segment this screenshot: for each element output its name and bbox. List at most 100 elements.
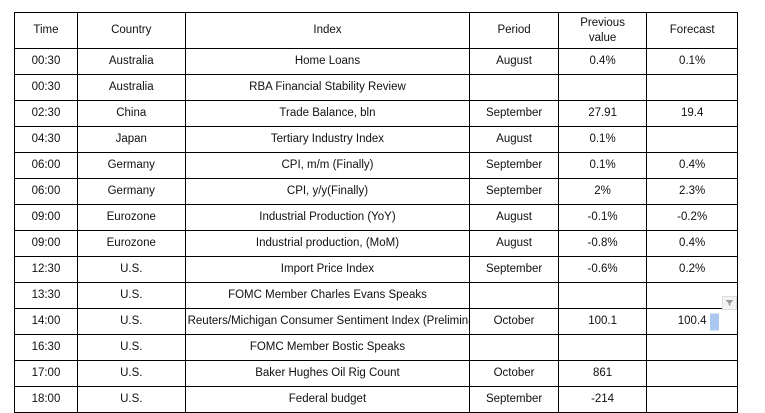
table-row[interactable]: 06:00 Germany CPI, y/y(Finally) September 2%…	[14, 178, 738, 205]
cell-forecast: 2.3%	[646, 178, 738, 205]
cell-country: U.S.	[76, 282, 186, 309]
economic-calendar: Time Country Index Period Previous value…	[14, 12, 738, 413]
column-header-previous-line2: value	[588, 31, 617, 44]
cell-index: CPI, y/y(Finally)	[184, 178, 471, 205]
cell-country: U.S.	[76, 386, 186, 413]
cell-period: August	[469, 204, 559, 231]
table-body: 00:30 Australia Home Loans August 0.4% 0.1% 00…	[14, 48, 738, 413]
cell-period: September	[469, 256, 559, 283]
cell-time: 12:30	[14, 256, 78, 283]
cell-previous-value: 2%	[557, 178, 648, 205]
table-row[interactable]: 17:00 U.S. Baker Hughes Oil Rig Count Octob…	[14, 360, 738, 387]
cell-index: Federal budget	[184, 386, 471, 413]
cell-country: U.S.	[76, 256, 186, 283]
cell-time: 09:00	[14, 204, 78, 231]
cell-country: Australia	[76, 48, 186, 75]
table-row[interactable]: 04:30 Japan Tertiary Industry Index August 0…	[14, 126, 738, 153]
cell-period	[469, 334, 559, 361]
cell-previous-value: -214	[557, 386, 648, 413]
cell-index: CPI, m/m (Finally)	[184, 152, 471, 179]
cell-previous-value: -0.8%	[557, 230, 648, 257]
cell-forecast: -0.2%	[646, 204, 738, 231]
cell-index: Reuters/Michigan Consumer Sentiment Inde…	[184, 308, 471, 335]
column-header-previous-value: Previous value	[557, 12, 648, 49]
cell-previous-value	[557, 334, 648, 361]
cell-time: 13:30	[14, 282, 78, 309]
cell-previous-value: 27.91	[557, 100, 648, 127]
table-row[interactable]: 16:30 U.S. FOMC Member Bostic Speaks	[14, 334, 738, 361]
cell-time: 00:30	[14, 48, 78, 75]
cell-time: 02:30	[14, 100, 78, 127]
cell-index: RBA Financial Stability Review	[184, 74, 471, 101]
cell-time: 00:30	[14, 74, 78, 101]
cell-previous-value: 0.1%	[557, 152, 648, 179]
cell-period: September	[469, 152, 559, 179]
table-row[interactable]: 09:00 Eurozone Industrial Production (YoY)…	[14, 204, 738, 231]
cell-index: Home Loans	[184, 48, 471, 75]
economic-calendar-table: Time Country Index Period Previous value…	[14, 12, 738, 413]
cell-forecast	[646, 126, 738, 153]
selection-marker	[710, 313, 719, 330]
cell-country: Japan	[76, 126, 186, 153]
cell-country: China	[76, 100, 186, 127]
cell-previous-value: 100.1	[557, 308, 648, 335]
column-header-period: Period	[469, 12, 559, 49]
cell-forecast: 0.2%	[646, 256, 738, 283]
column-header-forecast: Forecast	[646, 12, 738, 49]
table-row[interactable]: 06:00 Germany CPI, m/m (Finally) September 0…	[14, 152, 738, 179]
cell-forecast: 19.4	[646, 100, 738, 127]
table-row[interactable]: 00:30 Australia Home Loans August 0.4% 0.1%	[14, 48, 738, 75]
column-header-time: Time	[14, 12, 78, 49]
cell-time: 09:00	[14, 230, 78, 257]
cell-country: Australia	[76, 74, 186, 101]
table-row[interactable]: 02:30 China Trade Balance, bln September 27.…	[14, 100, 738, 127]
cell-period: August	[469, 230, 559, 257]
cell-time: 04:30	[14, 126, 78, 153]
cell-country: Eurozone	[76, 230, 186, 257]
cell-index: Trade Balance, bln	[184, 100, 471, 127]
filter-icon[interactable]	[722, 296, 737, 310]
table-row[interactable]: 09:00 Eurozone Industrial production, (MoM…	[14, 230, 738, 257]
header-row: Time Country Index Period Previous value…	[14, 12, 738, 49]
column-header-previous-line1: Previous	[580, 17, 625, 30]
table-row[interactable]: 00:30 Australia RBA Financial Stability Re…	[14, 74, 738, 101]
cell-period: September	[469, 386, 559, 413]
column-header-index: Index	[184, 12, 471, 49]
cell-time: 16:30	[14, 334, 78, 361]
cell-country: U.S.	[76, 360, 186, 387]
cell-previous-value: -0.1%	[557, 204, 648, 231]
cell-period: October	[469, 360, 559, 387]
cell-index: Import Price Index	[184, 256, 471, 283]
cell-previous-value	[557, 282, 648, 309]
cell-period: August	[469, 48, 559, 75]
cell-forecast: 100.4	[646, 308, 738, 335]
cell-time: 17:00	[14, 360, 78, 387]
cell-time: 18:00	[14, 386, 78, 413]
cell-index: Baker Hughes Oil Rig Count	[184, 360, 471, 387]
column-header-country: Country	[76, 12, 186, 49]
cell-period: September	[469, 178, 559, 205]
cell-index: Tertiary Industry Index	[184, 126, 471, 153]
cell-time: 14:00	[14, 308, 78, 335]
cell-period	[469, 74, 559, 101]
cell-period: September	[469, 100, 559, 127]
cell-country: Germany	[76, 152, 186, 179]
cell-period	[469, 282, 559, 309]
cell-country: Germany	[76, 178, 186, 205]
cell-country: U.S.	[76, 334, 186, 361]
table-row[interactable]: 14:00 U.S. Reuters/Michigan Consumer Senti…	[14, 308, 738, 335]
cell-index: FOMC Member Bostic Speaks	[184, 334, 471, 361]
table-row[interactable]: 12:30 U.S. Import Price Index September -0.6…	[14, 256, 738, 283]
table-row[interactable]: 13:30 U.S. FOMC Member Charles Evans Speak…	[14, 282, 738, 309]
cell-forecast	[646, 386, 738, 413]
cell-forecast: 0.1%	[646, 48, 738, 75]
cell-previous-value: 861	[557, 360, 648, 387]
cell-forecast: 0.4%	[646, 230, 738, 257]
table-header: Time Country Index Period Previous value…	[14, 12, 738, 49]
cell-forecast	[646, 74, 738, 101]
cell-previous-value: -0.6%	[557, 256, 648, 283]
cell-period: August	[469, 126, 559, 153]
table-row[interactable]: 18:00 U.S. Federal budget September -214	[14, 386, 738, 413]
cell-previous-value: 0.4%	[557, 48, 648, 75]
cell-time: 06:00	[14, 152, 78, 179]
